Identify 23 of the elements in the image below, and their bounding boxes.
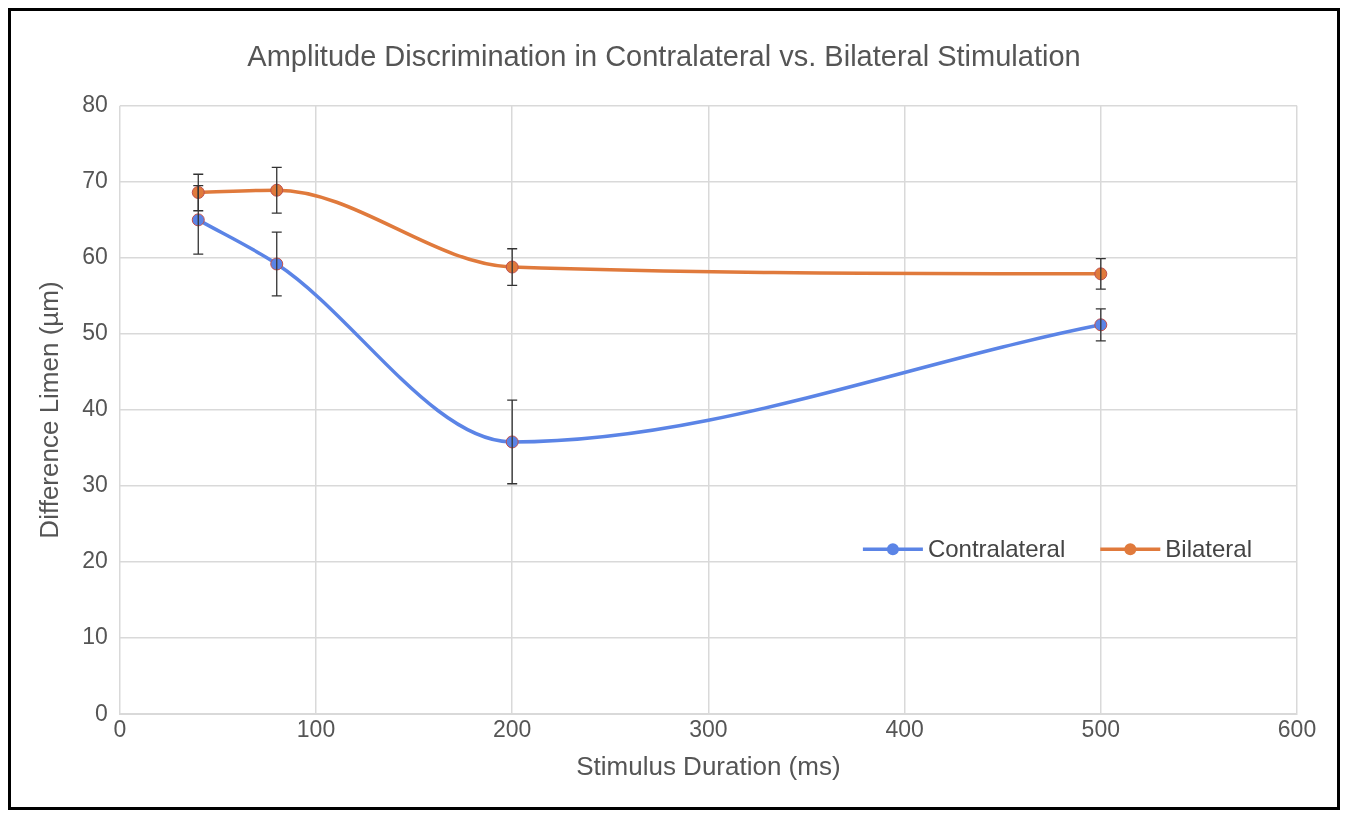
y-tick-label: 40 <box>82 395 108 422</box>
x-tick-label: 400 <box>885 716 924 743</box>
y-tick-label: 70 <box>82 167 108 194</box>
legend-label: Contralateral <box>927 534 1066 562</box>
y-axis-title: Difference Limen (µm) <box>33 281 64 539</box>
x-tick-label: 600 <box>1277 716 1317 743</box>
y-tick-label: 20 <box>82 547 108 574</box>
x-tick-label: 0 <box>113 716 127 743</box>
x-tick-label: 200 <box>493 716 532 743</box>
y-tick-label: 80 <box>82 91 108 118</box>
legend-label: Bilateral <box>1165 534 1253 562</box>
point <box>505 260 519 274</box>
chart-title: Amplitude Discrimination in Contralateral vs. Bilateral Stimulation <box>247 40 1081 73</box>
x-tick-label: 300 <box>689 716 728 743</box>
x-tick-label: 100 <box>296 716 336 743</box>
y-tick-label: 30 <box>82 471 108 498</box>
y-tick-label: 10 <box>82 623 108 650</box>
point <box>505 435 519 449</box>
x-axis-title: Stimulus Duration (ms) <box>576 750 841 781</box>
y-tick-label: 50 <box>82 319 108 346</box>
y-tick-label: 0 <box>94 699 108 726</box>
x-tick-label: 500 <box>1081 716 1120 743</box>
y-tick-label: 60 <box>82 243 108 270</box>
